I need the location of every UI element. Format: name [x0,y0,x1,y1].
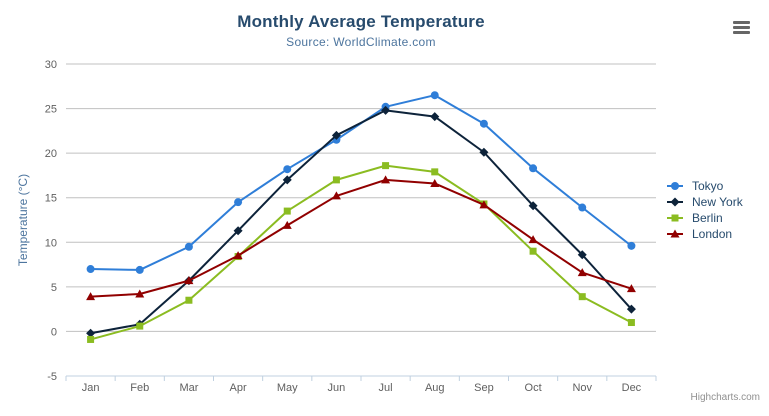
series-tokyo [86,91,636,274]
x-axis-label: Sep [474,382,494,394]
series-berlin-point[interactable] [529,247,537,255]
y-axis-label: 20 [45,148,57,160]
series-tokyo-point[interactable] [86,265,95,274]
series-london-point[interactable] [184,276,194,285]
y-axis-label: 15 [45,193,57,205]
series-new-york-point[interactable] [626,304,636,314]
y-axis-label: 5 [51,282,57,294]
x-axis-label: Apr [230,382,247,394]
series-london [86,175,636,301]
series-london-point[interactable] [331,191,341,200]
series-berlin-point[interactable] [431,168,439,176]
export-menu-button[interactable] [731,19,752,36]
series-london-point[interactable] [430,178,440,187]
legend-label: London [692,227,733,241]
series-tokyo-line [89,94,633,271]
series-berlin-point[interactable] [627,319,635,327]
legend-item-berlin[interactable]: Berlin [667,210,743,226]
series-new-york-point[interactable] [381,105,391,115]
series-london-point[interactable] [233,251,243,260]
legend-item-tokyo[interactable]: Tokyo [667,178,743,194]
legend-label: Tokyo [692,179,724,193]
series-berlin-line [89,164,633,341]
x-axis-label: May [277,382,298,394]
y-axis-title: Temperature (°C) [16,174,30,266]
square-marker-glyph [671,214,679,222]
triangle-marker-glyph [670,229,680,238]
legend-label: New York [692,195,743,209]
series-london-point[interactable] [528,235,538,244]
square-marker-icon [667,214,683,222]
x-axis-label: Feb [130,382,149,394]
series-berlin-point[interactable] [185,296,193,304]
triangle-marker-icon [667,229,683,238]
series-tokyo-point[interactable] [234,198,243,207]
series-berlin-point[interactable] [332,176,340,184]
series-london-point[interactable] [86,292,96,301]
y-axis-label: 30 [45,59,57,71]
hamburger-menu-icon [733,21,750,34]
series-berlin-point[interactable] [283,207,291,215]
series-berlin-point[interactable] [578,293,586,301]
series-tokyo-point[interactable] [430,91,439,100]
series-london-point[interactable] [577,268,587,277]
series-tokyo-point[interactable] [578,203,587,212]
series-new-york-point[interactable] [528,201,538,211]
series-tokyo-point[interactable] [184,242,193,251]
series-new-york-point[interactable] [331,130,341,140]
x-axis-label: Jan [82,382,100,394]
series-london-point[interactable] [282,220,292,229]
series-tokyo-point[interactable] [479,119,488,128]
x-axis-label: Jun [328,382,346,394]
series-new-york-point[interactable] [233,226,243,236]
x-axis-label: Dec [622,382,642,394]
series-new-york-point[interactable] [479,147,489,157]
y-axis-label: 10 [45,237,57,249]
series-new-york-point[interactable] [430,112,440,122]
x-axis-label: Aug [425,382,445,394]
x-axis-label: Jul [379,382,393,394]
series-london-line [89,178,633,298]
legend-item-london[interactable]: London [667,226,743,242]
diamond-marker-icon [667,197,683,207]
legend-label: Berlin [692,211,723,225]
series-tokyo-point[interactable] [627,241,636,250]
series-tokyo-point[interactable] [283,165,292,174]
circle-marker-icon [667,182,683,190]
series-berlin-point[interactable] [87,335,95,343]
y-axis-label: 0 [51,326,57,338]
series-london-point[interactable] [135,289,145,298]
series-tokyo-point[interactable] [529,164,538,173]
series-london-point[interactable] [381,175,391,184]
series-berlin-point[interactable] [136,322,144,330]
series-new-york-point[interactable] [282,175,292,185]
y-axis-label: 25 [45,104,57,116]
series-new-york [86,105,636,338]
series-tokyo-point[interactable] [135,265,144,274]
series-london-point[interactable] [479,200,489,209]
series-london-point[interactable] [626,284,636,293]
series-new-york-line [89,109,633,335]
x-axis-label: Nov [572,382,592,394]
credits-link[interactable]: Highcharts.com [690,392,760,403]
legend-item-new-york[interactable]: New York [667,194,743,210]
circle-marker-glyph [671,182,679,190]
series-new-york-point[interactable] [577,250,587,260]
y-axis-label: -5 [47,371,57,383]
series-berlin-point[interactable] [382,162,390,170]
diamond-marker-glyph [670,197,680,207]
x-axis-label: Mar [179,382,198,394]
series-new-york-point[interactable] [86,328,96,338]
legend: Tokyo New York Berlin London [667,178,743,242]
x-axis-label: Oct [525,382,542,394]
